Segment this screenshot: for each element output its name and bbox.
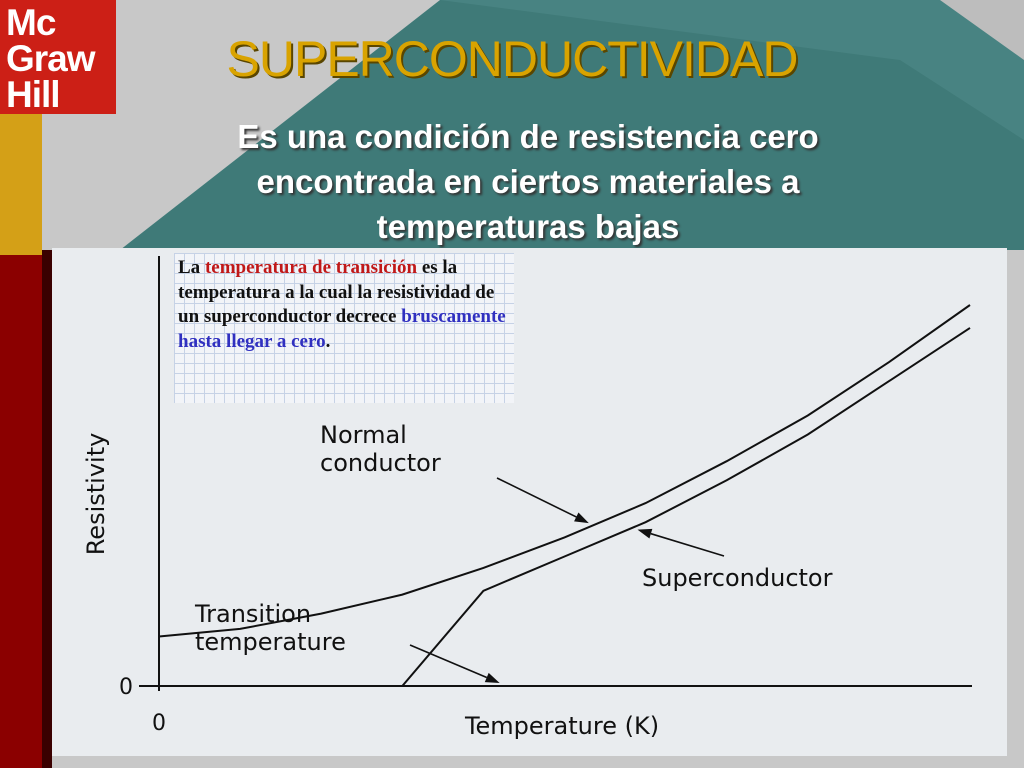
note-intro: La bbox=[178, 257, 205, 278]
note-end: . bbox=[325, 330, 331, 352]
note-body: es la temperatura a la cual la resistivi… bbox=[178, 257, 495, 327]
definition-note: La temperatura de transición es la tempe… bbox=[174, 253, 514, 403]
logo-line-2: Graw bbox=[6, 38, 96, 79]
chart-panel: Normal conductor Superconductor Transition t… bbox=[52, 248, 1007, 756]
series-line-0 bbox=[158, 304, 971, 638]
logo-line-1: Mc bbox=[6, 2, 56, 43]
annotation-arrowhead-2 bbox=[484, 672, 500, 683]
x-axis-label: Temperature (K) bbox=[464, 712, 659, 740]
slide-title: SUPERCONDUCTIVIDAD bbox=[226, 31, 799, 87]
annotation-arrowhead-1 bbox=[637, 528, 653, 539]
annotation-line: temperature bbox=[195, 628, 346, 656]
annotation-label-2: Transition temperature bbox=[194, 600, 346, 656]
left-band-red bbox=[0, 255, 42, 768]
annotation-line: Normal bbox=[320, 421, 407, 449]
series-line-1 bbox=[159, 327, 971, 687]
annotation-arrow-2 bbox=[409, 644, 488, 679]
y-axis-label: Resistivity bbox=[82, 433, 110, 556]
y-tick-label: 0 bbox=[119, 675, 133, 700]
logo-line-3: Hill bbox=[6, 74, 61, 115]
teal-mountain-shade bbox=[440, 0, 1024, 140]
note-highlight-red: temperatura de transición bbox=[204, 257, 418, 278]
annotation-arrow-0 bbox=[496, 477, 577, 518]
annotation-arrowhead-0 bbox=[574, 512, 589, 524]
annotation-label-0: Normal conductor bbox=[320, 421, 441, 477]
slide-subtitle: Es una condición de resistencia cero enc… bbox=[237, 118, 819, 245]
teal-mountain bbox=[120, 0, 1024, 250]
left-band-shadow bbox=[42, 250, 52, 768]
mcgraw-hill-logo: Mc Graw Hill bbox=[0, 0, 116, 114]
annotation-line: conductor bbox=[320, 449, 441, 477]
grey-corner bbox=[940, 0, 1024, 60]
x-tick-label: 0 bbox=[152, 711, 166, 736]
annotation-line: Transition bbox=[194, 600, 311, 628]
annotation-line: Superconductor bbox=[642, 564, 833, 592]
note-highlight-blue: bruscamente hasta llegar a cero bbox=[178, 306, 506, 352]
annotation-arrow-1 bbox=[650, 532, 725, 557]
annotation-label-1: Superconductor bbox=[642, 564, 833, 592]
